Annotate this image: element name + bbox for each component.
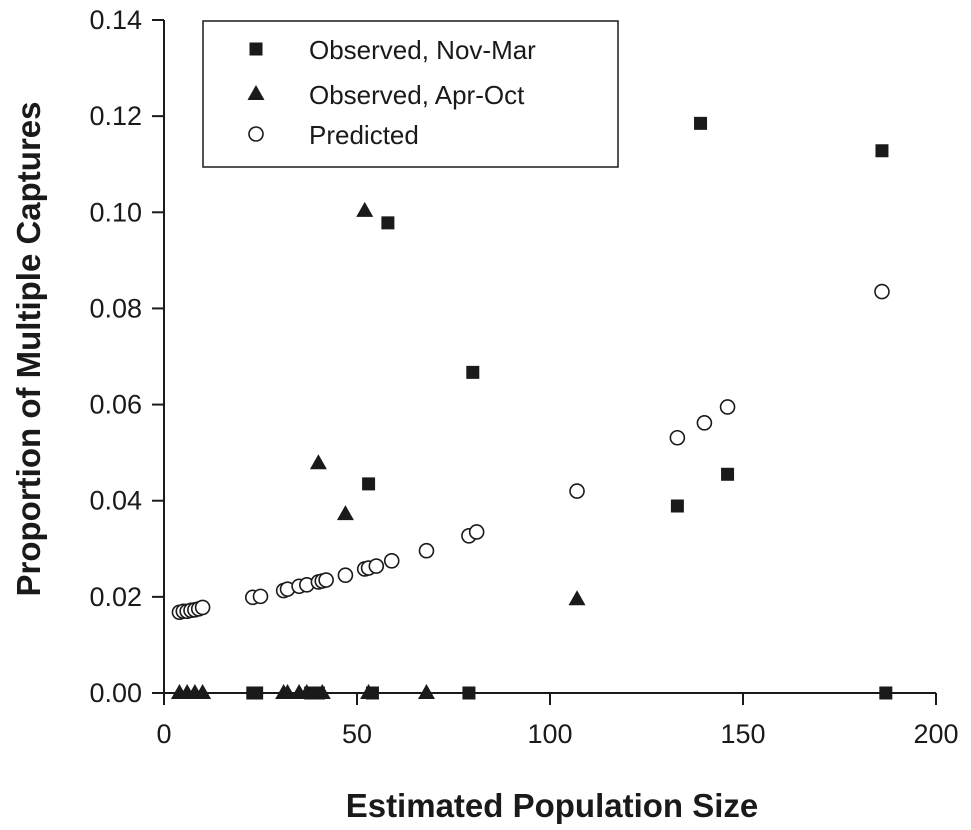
tick-labels: 0 50 100 150 200 0.00 0.02 0.04 0.06 0.08 0.10 0.12… <box>89 5 958 749</box>
data-point <box>311 686 325 700</box>
data-point <box>309 454 327 470</box>
y-axis-title: Proportion of Multiple Captures <box>10 102 47 597</box>
data-point <box>462 686 476 700</box>
legend-label: Observed, Apr-Oct <box>309 80 525 110</box>
legend: Observed, Nov-Mar Observed, Apr-Oct Predic… <box>202 20 619 168</box>
data-point <box>466 365 480 379</box>
y-tick-label: 0.02 <box>89 582 142 612</box>
data-point <box>696 415 713 431</box>
legend-marker-triangle <box>247 85 265 100</box>
data-point <box>383 553 400 569</box>
x-tick-label: 100 <box>527 719 572 749</box>
data-point <box>669 429 686 446</box>
data-point <box>362 477 376 491</box>
y-tick-label: 0.14 <box>89 5 142 35</box>
series-circle-open <box>171 283 890 621</box>
x-tick-label: 150 <box>720 719 765 749</box>
data-point <box>356 201 374 217</box>
ticks <box>152 19 937 705</box>
data-point <box>252 588 269 605</box>
series-triangle <box>170 201 586 699</box>
x-tick-label: 0 <box>156 719 171 749</box>
data-point <box>365 686 379 700</box>
data-point <box>670 499 684 513</box>
data-point <box>569 483 585 499</box>
data-point <box>875 144 889 158</box>
data-point <box>468 524 485 540</box>
y-tick-label: 0.08 <box>89 293 142 323</box>
data-point <box>721 467 735 481</box>
legend-label: Predicted <box>309 120 419 150</box>
data-point <box>568 590 586 606</box>
y-tick-label: 0.04 <box>89 486 142 516</box>
data-point <box>694 116 708 130</box>
data-point <box>318 572 334 588</box>
data-point <box>874 283 890 300</box>
data-point <box>336 505 354 521</box>
data-point <box>194 599 211 616</box>
y-tick-label: 0.06 <box>89 390 142 420</box>
data-point <box>337 567 354 584</box>
y-tick-label: 0.12 <box>89 101 142 131</box>
data-point <box>279 684 297 699</box>
legend-label: Observed, Nov-Mar <box>309 35 536 65</box>
y-tick-label: 0.00 <box>89 678 142 708</box>
x-tick-label: 50 <box>342 719 372 749</box>
x-axis-title: Estimated Population Size <box>346 787 759 824</box>
data-point <box>418 542 435 559</box>
data-point <box>879 686 893 700</box>
x-tick-label: 200 <box>913 719 958 749</box>
series-square <box>246 116 893 700</box>
data-point <box>194 684 212 699</box>
data-point <box>381 216 395 230</box>
data-points <box>170 116 893 700</box>
data-point <box>719 399 736 415</box>
data-point <box>417 684 435 699</box>
data-point <box>368 558 385 574</box>
y-tick-label: 0.10 <box>89 197 142 227</box>
legend-marker-circle-open <box>248 126 264 142</box>
legend-box <box>202 20 619 168</box>
data-point <box>250 686 264 700</box>
legend-marker-square <box>249 42 263 56</box>
